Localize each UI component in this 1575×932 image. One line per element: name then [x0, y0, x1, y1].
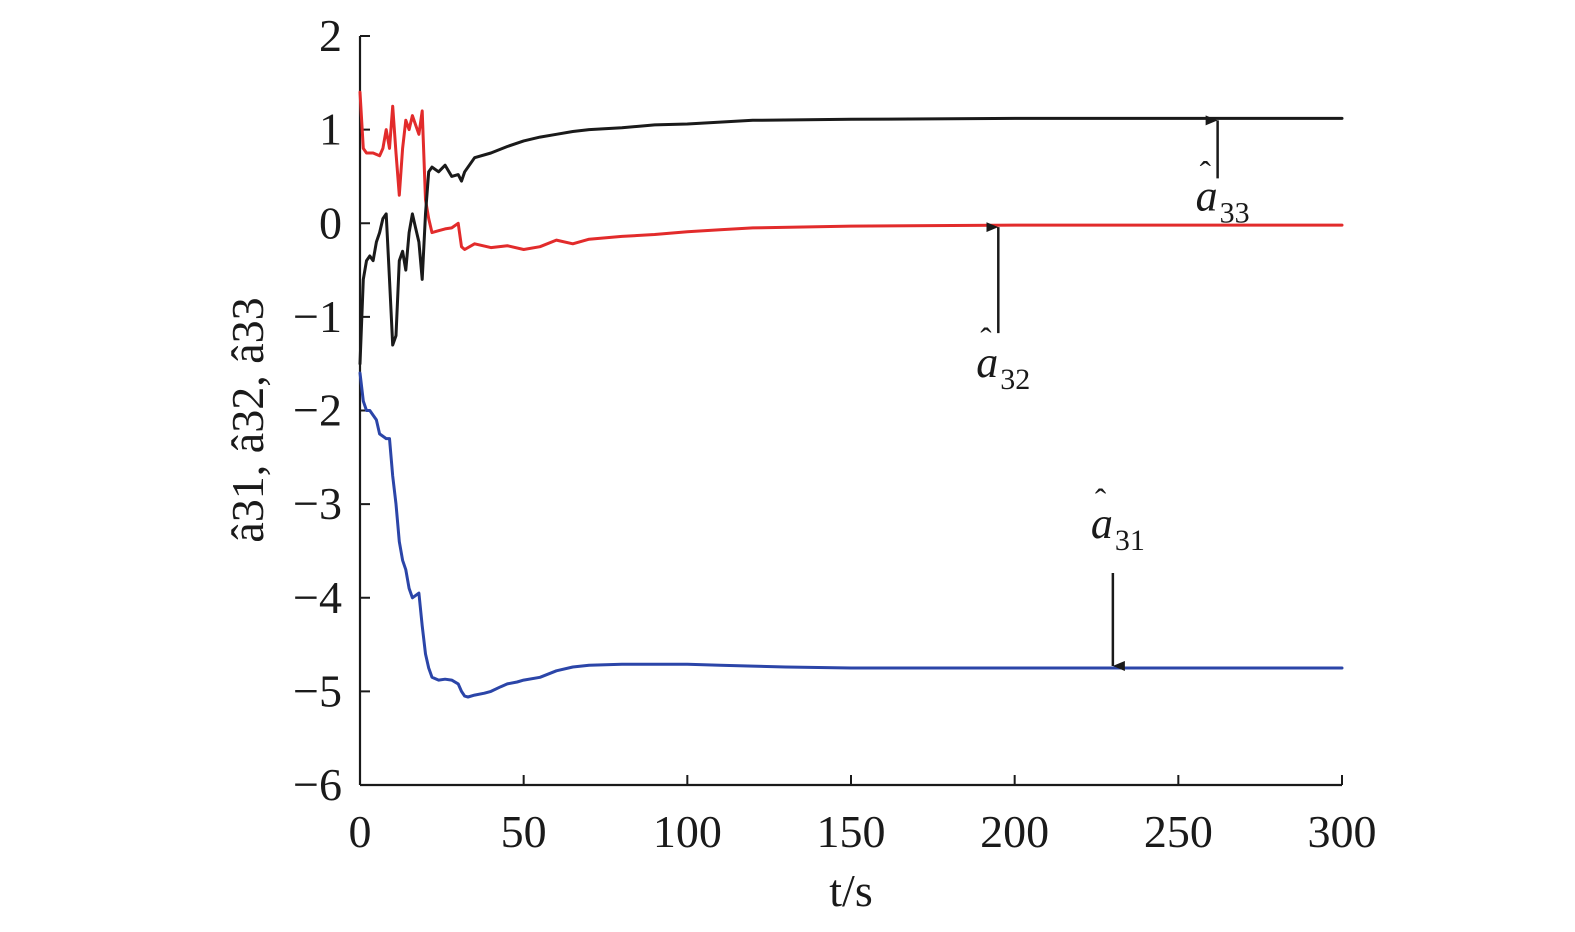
annotation-hat: ˆ: [980, 322, 992, 359]
annotation-subscript: 31: [1115, 524, 1145, 557]
y-tick-label: 0: [319, 197, 342, 248]
plot-area: 0 50 100 150 200 250 300 210−1−2−3−4−5−6 ˆa 33ˆ…: [293, 10, 1376, 857]
x-axis-title: t/s: [829, 865, 872, 916]
annotation-symbol: a: [1091, 499, 1113, 548]
y-axis-title: â31, â32, â33: [222, 297, 273, 542]
y-tick-label: −4: [293, 572, 342, 623]
annotation-label: ˆa 33: [1196, 155, 1250, 229]
x-tick-label: 200: [980, 806, 1049, 857]
x-ticks: 0 50 100 150 200 250 300: [349, 775, 1377, 857]
x-tick-label: 100: [653, 806, 722, 857]
annotation-label: ˆa 31: [1091, 483, 1145, 557]
y-ticks: 2 1 0 −1 −2 −3 −4 −5 −6: [293, 10, 370, 810]
annotation-symbol: a: [1196, 171, 1218, 220]
x-tick-label: 0: [349, 806, 372, 857]
series-group: [358, 90, 1344, 699]
y-axis-label: â31, â32, â33: [222, 297, 273, 542]
x-tick-label: 250: [1144, 806, 1213, 857]
y-tick-label: 2: [319, 10, 342, 61]
x-tick-label: 150: [817, 806, 886, 857]
x-tick-label: 300: [1308, 806, 1377, 857]
annotation-subscript: 33: [1220, 196, 1250, 229]
annotation-symbol: a: [976, 338, 998, 387]
y-tick-label: −1: [293, 291, 342, 342]
annotation-label: ˆa 32: [976, 322, 1030, 396]
annotation-hat: ˆ: [1095, 483, 1107, 520]
y-tick-label: −6: [293, 759, 342, 810]
y-tick-label: −3: [293, 478, 342, 529]
x-axis-label: t/s: [829, 865, 872, 916]
y-tick-label: −5: [293, 665, 342, 716]
y-tick-label: −2: [293, 385, 342, 436]
series-line-2: [358, 90, 1344, 251]
series-line-1: [358, 371, 1344, 699]
series-line-3: [358, 116, 1344, 366]
x-tick-label: 50: [501, 806, 547, 857]
y-tick-label: 1: [319, 104, 342, 155]
annotation-subscript: 32: [1000, 363, 1030, 396]
annotation-hat: ˆ: [1200, 155, 1212, 192]
